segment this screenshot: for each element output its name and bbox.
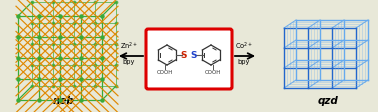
Text: neb: neb [53, 96, 75, 106]
Text: $\mathregular{Zn^{2+}}$: $\mathregular{Zn^{2+}}$ [120, 41, 138, 52]
Text: S: S [191, 51, 197, 59]
Text: COOH: COOH [157, 70, 173, 75]
Text: S: S [181, 51, 187, 59]
Text: qzd: qzd [318, 96, 338, 106]
Text: bpy: bpy [123, 59, 135, 65]
Text: COOH: COOH [205, 70, 221, 75]
FancyBboxPatch shape [146, 29, 232, 89]
Text: $\mathregular{Co^{2+}}$: $\mathregular{Co^{2+}}$ [235, 41, 253, 52]
Text: bpy: bpy [238, 59, 250, 65]
